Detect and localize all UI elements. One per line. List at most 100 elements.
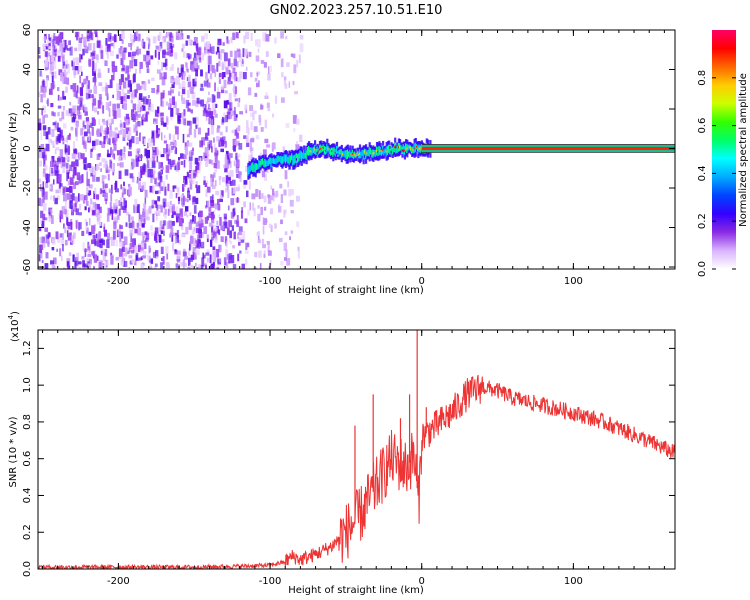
- noise-cell: [60, 72, 64, 82]
- noise-cell: [226, 36, 229, 43]
- noise-cell: [58, 213, 61, 219]
- noise-cell: [85, 111, 88, 116]
- noise-cell: [40, 219, 42, 224]
- noise-cell: [144, 204, 146, 213]
- noise-cell: [263, 253, 266, 258]
- noise-cell: [119, 225, 123, 230]
- noise-cell: [117, 162, 121, 167]
- noise-cell: [44, 227, 48, 232]
- track-cell-core: [327, 147, 330, 150]
- noise-cell: [176, 75, 180, 85]
- noise-cell: [154, 211, 159, 215]
- noise-cell: [126, 95, 130, 99]
- noise-cell: [278, 205, 282, 213]
- noise-cell: [241, 58, 244, 64]
- noise-cell: [54, 71, 57, 79]
- noise-cell: [195, 119, 199, 127]
- noise-cell: [180, 161, 184, 165]
- noise-cell: [62, 187, 66, 193]
- noise-cell: [223, 257, 227, 266]
- noise-cell: [68, 252, 72, 257]
- noise-cell: [48, 215, 52, 222]
- noise-cell: [284, 170, 288, 180]
- noise-cell: [228, 155, 231, 164]
- noise-cell: [175, 193, 178, 199]
- noise-cell: [146, 254, 151, 261]
- noise-cell: [118, 170, 122, 179]
- noise-cell: [216, 267, 220, 269]
- noise-cell: [72, 61, 75, 71]
- noise-cell: [156, 204, 159, 211]
- noise-cell: [200, 83, 204, 88]
- noise-cell: [113, 34, 117, 43]
- noise-cell: [193, 169, 196, 177]
- noise-cell: [38, 228, 42, 232]
- track-cell-mid: [312, 146, 315, 154]
- track-cell-mid: [369, 148, 372, 155]
- noise-cell: [55, 189, 59, 194]
- noise-cell: [73, 166, 77, 176]
- noise-cell: [92, 43, 96, 51]
- noise-cell: [43, 241, 46, 248]
- noise-cell: [171, 79, 174, 85]
- noise-cell: [202, 110, 206, 117]
- noise-cell: [142, 96, 147, 105]
- noise-cell: [186, 35, 190, 39]
- noise-cell: [89, 131, 92, 138]
- noise-cell: [210, 125, 214, 135]
- noise-cell: [238, 97, 241, 103]
- noise-cell: [79, 87, 83, 96]
- noise-cell: [145, 112, 148, 121]
- track-cell-core: [377, 150, 380, 153]
- noise-cell: [93, 73, 96, 79]
- noise-cell: [184, 256, 188, 260]
- noise-cell: [143, 138, 146, 145]
- noise-cell: [167, 90, 172, 96]
- noise-cell: [256, 82, 259, 88]
- noise-cell: [235, 198, 240, 203]
- noise-cell: [84, 206, 87, 211]
- noise-cell: [166, 148, 171, 157]
- noise-cell: [141, 168, 146, 175]
- noise-cell: [128, 43, 132, 47]
- noise-cell: [44, 114, 48, 118]
- noise-cell: [162, 256, 165, 265]
- noise-cell: [177, 161, 181, 170]
- noise-cell: [235, 129, 237, 136]
- noise-cell: [186, 53, 190, 58]
- noise-cell: [178, 157, 181, 161]
- noise-cell: [171, 214, 174, 218]
- noise-cell: [96, 204, 100, 210]
- noise-cell: [211, 225, 214, 233]
- noise-cell: [158, 161, 161, 169]
- noise-cell: [82, 260, 85, 268]
- noise-cell: [198, 264, 201, 269]
- track-cell-mid: [270, 158, 273, 168]
- noise-cell: [48, 127, 51, 135]
- track-cell-mid: [346, 149, 349, 159]
- noise-cell: [244, 258, 248, 265]
- noise-cell: [73, 73, 76, 78]
- noise-cell: [115, 188, 119, 193]
- colorbar-ticks: 0.00.20.40.60.8: [697, 70, 736, 277]
- noise-cell: [224, 90, 228, 94]
- noise-cell: [152, 252, 157, 258]
- noise-cell: [177, 113, 182, 118]
- noise-cell: [285, 35, 288, 40]
- noise-cell: [170, 115, 173, 121]
- noise-cell: [267, 107, 271, 112]
- noise-cell: [49, 185, 52, 190]
- noise-cell: [232, 187, 236, 194]
- track-cell-core: [341, 153, 344, 156]
- noise-cell: [205, 71, 208, 80]
- noise-cell: [238, 143, 243, 150]
- noise-cell: [45, 252, 49, 259]
- track-cell-mid: [332, 147, 335, 157]
- noise-cell: [111, 163, 115, 173]
- noise-cell: [65, 71, 69, 76]
- noise-cell: [224, 168, 228, 173]
- noise-cell: [107, 137, 110, 145]
- noise-cell: [106, 84, 109, 90]
- noise-cell: [222, 72, 226, 78]
- noise-cell: [121, 96, 126, 101]
